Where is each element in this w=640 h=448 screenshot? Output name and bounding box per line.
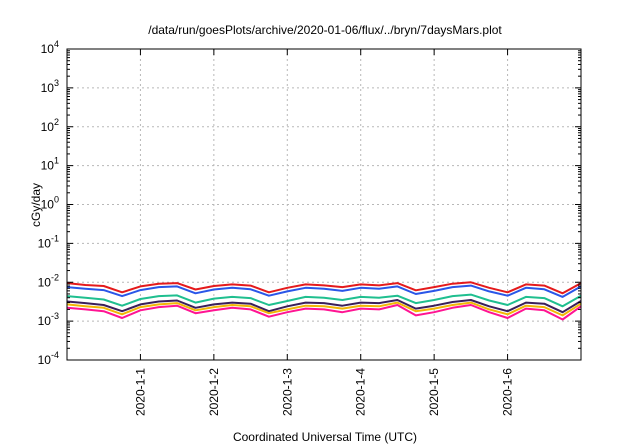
series-line-5 (66, 301, 582, 317)
y-tick-label: 10-3 (38, 311, 59, 328)
series-group (66, 281, 582, 321)
series-line-3 (66, 293, 582, 308)
series-line-1 (66, 281, 582, 295)
y-tick-label: 100 (41, 195, 59, 212)
y-tick-label: 101 (41, 156, 59, 173)
x-tick-label: 2020-1-5 (427, 368, 441, 416)
y-tick-label: 103 (41, 78, 59, 95)
grid-lines (67, 49, 581, 360)
y-tick-label: 10-1 (38, 233, 59, 250)
chart-title: /data/run/goesPlots/archive/2020-01-06/f… (148, 23, 502, 37)
x-tick-label: 2020-1-3 (280, 368, 294, 416)
plot-frame (66, 48, 582, 361)
x-tick-label: 2020-1-4 (354, 368, 368, 416)
y-axis-label: cGy/day (29, 183, 43, 227)
y-tick-label: 10-4 (38, 350, 59, 367)
x-tick-label: 2020-1-1 (133, 368, 147, 416)
y-tick-label: 10-2 (38, 272, 59, 289)
y-tick-label: 104 (41, 39, 59, 56)
x-axis-label: Coordinated Universal Time (UTC) (233, 430, 417, 444)
series-line-4 (66, 299, 582, 314)
y-tick-label: 102 (41, 117, 59, 134)
series-line-6 (66, 304, 582, 321)
series-line-2 (66, 284, 582, 298)
axis-ticks: 10-4 10-3 10-2 10-1 100 101 102 103 104 2020-1-1 2… (38, 39, 581, 416)
x-tick-label: 2020-1-2 (207, 368, 221, 416)
x-tick-label: 2020-1-6 (501, 368, 515, 416)
